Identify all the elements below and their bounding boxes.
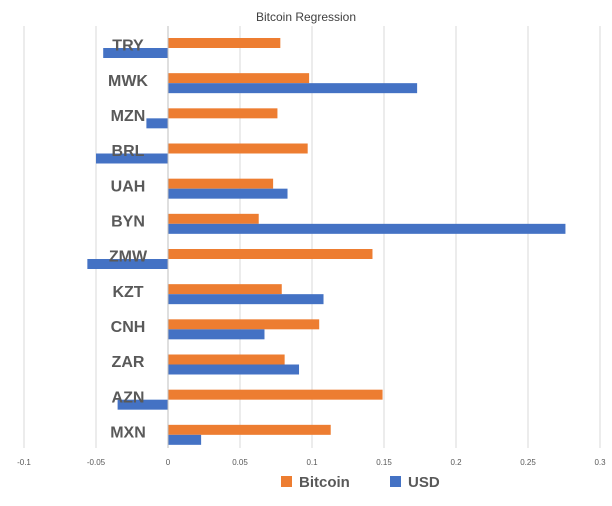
legend-label: USD: [408, 474, 440, 491]
y-category-label: KZT: [112, 284, 143, 301]
x-tick-label: 0.15: [376, 458, 392, 467]
y-category-label: BYN: [111, 213, 145, 230]
bar-usd-mzn: [146, 118, 168, 129]
x-tick-label: 0.25: [520, 458, 536, 467]
legend-label: Bitcoin: [299, 474, 350, 491]
bar-bitcoin-cnh: [168, 319, 320, 330]
y-category-label: AZN: [112, 389, 145, 406]
x-tick-label: 0.05: [232, 458, 248, 467]
bar-bitcoin-azn: [168, 389, 383, 400]
y-category-label: MZN: [111, 108, 146, 125]
bar-usd-zar: [168, 364, 300, 375]
bar-bitcoin-mwk: [168, 73, 310, 84]
bar-usd-cnh: [168, 329, 265, 340]
legend-swatch-usd: [390, 476, 401, 487]
x-tick-label: 0.2: [450, 458, 462, 467]
x-tick-label: -0.1: [17, 458, 31, 467]
bar-bitcoin-zmw: [168, 249, 373, 259]
y-category-label: ZAR: [112, 354, 145, 371]
bar-usd-kzt: [168, 294, 324, 305]
x-tick-label: -0.05: [87, 458, 106, 467]
y-category-label: MWK: [108, 73, 148, 90]
bar-usd-uah: [168, 188, 288, 199]
bar-usd-brl: [96, 153, 168, 164]
bar-usd-azn: [117, 399, 168, 410]
bar-usd-zmw: [87, 259, 168, 269]
y-category-label: BRL: [112, 143, 145, 160]
bar-usd-try: [103, 48, 168, 58]
y-category-label: UAH: [111, 178, 146, 195]
legend: Bitcoin USD: [281, 474, 440, 491]
bar-bitcoin-byn: [168, 213, 259, 224]
bar-usd-mwk: [168, 83, 418, 94]
y-category-label: TRY: [112, 38, 144, 55]
bar-usd-byn: [168, 223, 566, 234]
chart-title: Bitcoin Regression: [256, 10, 356, 24]
x-tick-label: 0.1: [306, 458, 318, 467]
bar-bitcoin-mzn: [168, 108, 278, 119]
y-category-label: MXN: [110, 424, 146, 441]
bar-bitcoin-mxn: [168, 424, 331, 435]
bar-usd-mxn: [168, 434, 202, 445]
y-category-label: CNH: [111, 319, 146, 336]
bar-bitcoin-brl: [168, 143, 308, 154]
bar-bitcoin-zar: [168, 354, 285, 365]
axes: -0.1 -0.05 0 0.05 0.1 0.15 0.2 0.25 0.3 TRY MWK MZN…: [17, 26, 606, 467]
x-tick-label: 0.3: [594, 458, 606, 467]
y-category-label: ZMW: [109, 249, 148, 266]
bar-bitcoin-kzt: [168, 284, 282, 295]
legend-swatch-bitcoin: [281, 476, 292, 487]
bar-bitcoin-try: [168, 38, 281, 48]
bars: [87, 38, 566, 445]
x-tick-label: 0: [166, 458, 171, 467]
bar-bitcoin-uah: [168, 178, 274, 189]
